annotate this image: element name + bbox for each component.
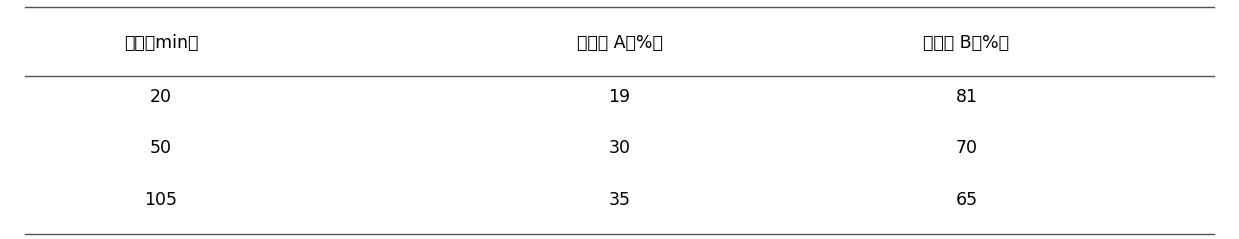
Text: 50: 50 — [150, 139, 172, 157]
Text: 81: 81 — [955, 88, 978, 106]
Text: 流动相 B（%）: 流动相 B（%） — [923, 34, 1010, 52]
Text: 105: 105 — [145, 190, 177, 209]
Text: 30: 30 — [608, 139, 631, 157]
Text: 65: 65 — [955, 190, 978, 209]
Text: 19: 19 — [608, 88, 631, 106]
Text: 35: 35 — [608, 190, 631, 209]
Text: 20: 20 — [150, 88, 172, 106]
Text: 流动相 A（%）: 流动相 A（%） — [576, 34, 663, 52]
Text: 时间（min）: 时间（min） — [124, 34, 198, 52]
Text: 70: 70 — [955, 139, 978, 157]
